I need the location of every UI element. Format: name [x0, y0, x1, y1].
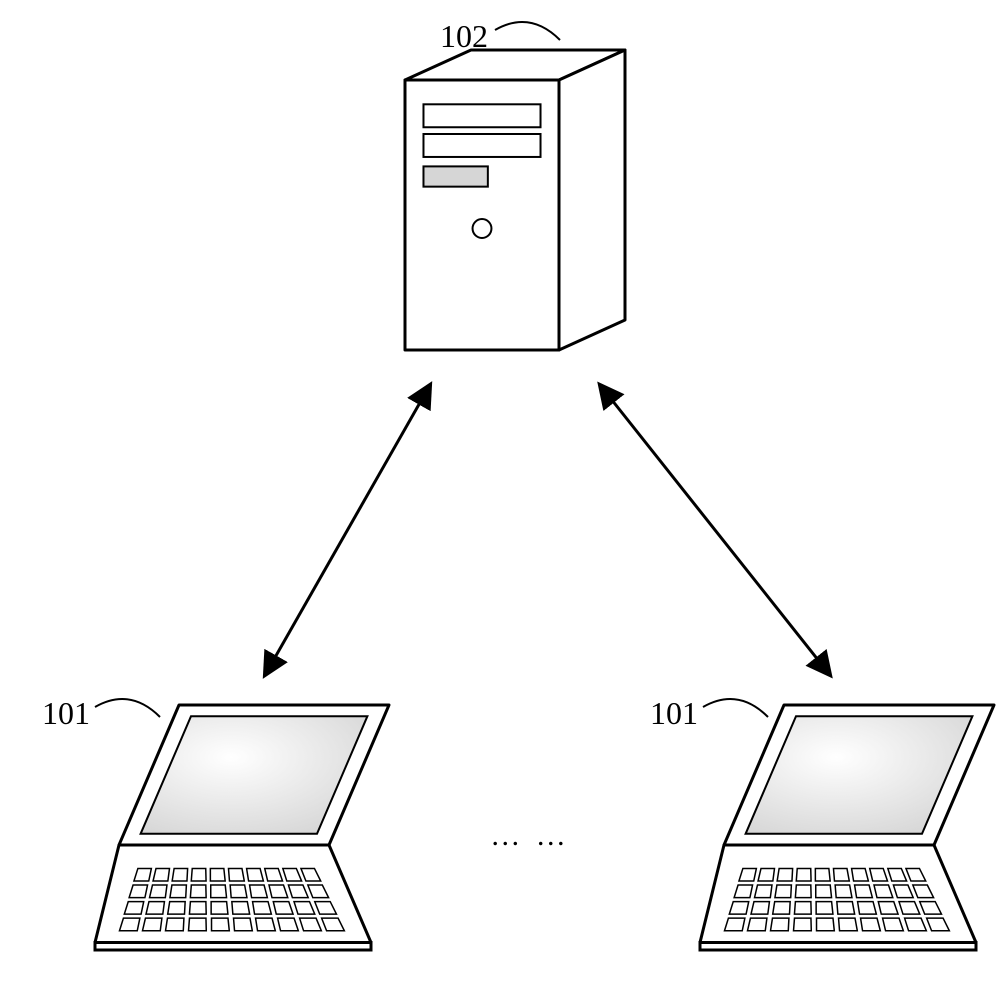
label-leader	[495, 22, 560, 40]
laptop-node	[95, 705, 389, 950]
server-node	[405, 50, 625, 350]
label-leader	[95, 699, 160, 717]
node-label: 102	[440, 18, 488, 54]
diagram-svg: 102 101 101 … …	[0, 0, 1000, 987]
label-leader	[703, 699, 768, 717]
node-label: 101	[650, 695, 698, 731]
laptop-node	[700, 705, 994, 950]
edge-arrow	[265, 385, 430, 675]
ellipsis: … …	[490, 819, 570, 852]
diagram-canvas: 102 101 101 … …	[0, 0, 1000, 987]
node-label: 101	[42, 695, 90, 731]
edge-arrow	[600, 385, 830, 675]
